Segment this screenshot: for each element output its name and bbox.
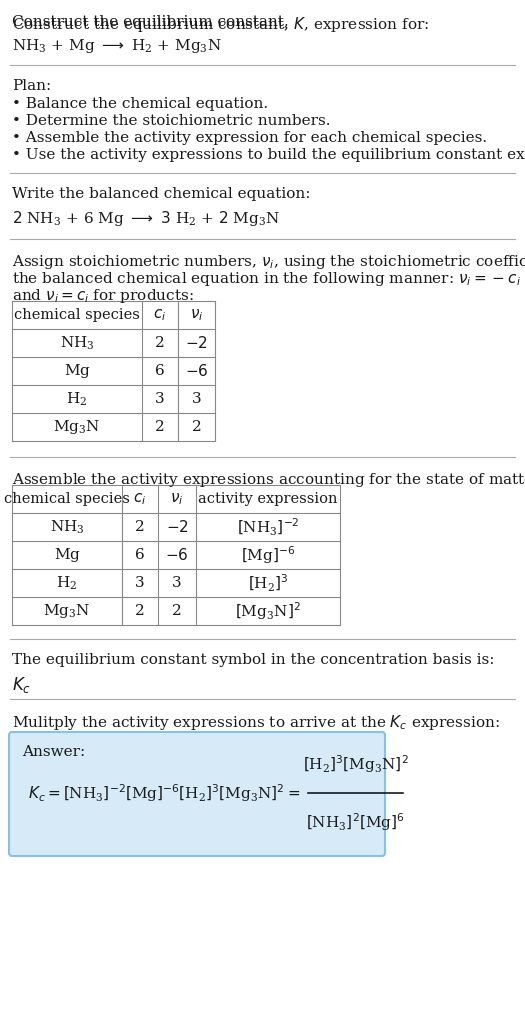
Text: $-6$: $-6$	[185, 363, 208, 379]
Text: $c_i$: $c_i$	[153, 307, 166, 323]
Text: 2: 2	[172, 604, 182, 618]
Text: Assemble the activity expressions accounting for the state of matter and $\nu_i$: Assemble the activity expressions accoun…	[12, 471, 525, 489]
Text: $[\mathregular{Mg_3N}]^{2}$: $[\mathregular{Mg_3N}]^{2}$	[235, 600, 301, 622]
Text: The equilibrium constant symbol in the concentration basis is:: The equilibrium constant symbol in the c…	[12, 653, 495, 667]
Text: $\mathregular{NH_3}$: $\mathregular{NH_3}$	[50, 518, 85, 535]
Text: $\mathregular{Mg}$: $\mathregular{Mg}$	[64, 362, 90, 380]
Text: chemical species: chemical species	[14, 308, 140, 322]
Text: $[\mathregular{H_2}]^{3}$: $[\mathregular{H_2}]^{3}$	[248, 573, 288, 593]
Text: $\nu_i$: $\nu_i$	[190, 307, 203, 323]
Text: 3: 3	[155, 392, 165, 406]
Text: $[\mathregular{H_2}]^3[\mathregular{Mg_3N}]^2$: $[\mathregular{H_2}]^3[\mathregular{Mg_3…	[302, 753, 408, 775]
Text: • Balance the chemical equation.: • Balance the chemical equation.	[12, 97, 268, 111]
Text: $\mathregular{NH_3}$ + Mg $\longrightarrow$ $\mathregular{H_2}$ + $\mathregular{: $\mathregular{NH_3}$ + Mg $\longrightarr…	[12, 37, 222, 55]
Text: Answer:: Answer:	[22, 745, 85, 759]
Text: $-6$: $-6$	[165, 547, 189, 563]
Text: $[\mathregular{NH_3}]^{-2}$: $[\mathregular{NH_3}]^{-2}$	[237, 517, 299, 537]
Text: 2: 2	[135, 604, 145, 618]
Text: 3: 3	[135, 576, 145, 590]
Text: $\mathregular{H_2}$: $\mathregular{H_2}$	[56, 575, 78, 592]
Text: $K_c$: $K_c$	[12, 675, 31, 695]
Text: • Use the activity expressions to build the equilibrium constant expression.: • Use the activity expressions to build …	[12, 148, 525, 162]
Text: $\mathregular{Mg_3N}$: $\mathregular{Mg_3N}$	[44, 602, 91, 620]
Text: $\nu_i$: $\nu_i$	[170, 491, 184, 507]
Text: Write the balanced chemical equation:: Write the balanced chemical equation:	[12, 187, 310, 201]
Text: chemical species: chemical species	[4, 492, 130, 506]
Text: $\mathregular{H_2}$: $\mathregular{H_2}$	[66, 390, 88, 408]
Text: activity expression: activity expression	[198, 492, 338, 506]
Text: Mulitply the activity expressions to arrive at the $K_c$ expression:: Mulitply the activity expressions to arr…	[12, 713, 500, 732]
Text: $c_i$: $c_i$	[133, 491, 146, 507]
Text: $[\mathregular{Mg}]^{-6}$: $[\mathregular{Mg}]^{-6}$	[241, 544, 295, 566]
Text: $-2$: $-2$	[165, 519, 188, 535]
Text: 3: 3	[172, 576, 182, 590]
Text: $\mathregular{Mg}$: $\mathregular{Mg}$	[54, 546, 80, 564]
Text: 2: 2	[135, 520, 145, 534]
Text: $\mathregular{NH_3}$: $\mathregular{NH_3}$	[60, 334, 94, 351]
Text: 2: 2	[192, 420, 202, 434]
Text: $[\mathregular{NH_3}]^2[\mathregular{Mg}]^6$: $[\mathregular{NH_3}]^2[\mathregular{Mg}…	[306, 811, 405, 832]
Text: 2: 2	[155, 420, 165, 434]
Text: $K_c = [\mathregular{NH_3}]^{-2}[\mathregular{Mg}]^{-6}[\mathregular{H_2}]^{3}[\: $K_c = [\mathregular{NH_3}]^{-2}[\mathre…	[28, 782, 300, 804]
Text: $-2$: $-2$	[185, 335, 208, 351]
Text: 3: 3	[192, 392, 201, 406]
Text: Assign stoichiometric numbers, $\nu_i$, using the stoichiometric coefficients, $: Assign stoichiometric numbers, $\nu_i$, …	[12, 252, 525, 271]
Text: Plan:: Plan:	[12, 79, 51, 93]
Text: 6: 6	[135, 548, 145, 562]
FancyBboxPatch shape	[9, 732, 385, 856]
Text: 6: 6	[155, 364, 165, 378]
Text: • Assemble the activity expression for each chemical species.: • Assemble the activity expression for e…	[12, 131, 487, 145]
Text: Construct the equilibrium constant,: Construct the equilibrium constant,	[12, 15, 293, 29]
Text: Construct the equilibrium constant, $K$, expression for:: Construct the equilibrium constant, $K$,…	[12, 15, 429, 34]
Text: • Determine the stoichiometric numbers.: • Determine the stoichiometric numbers.	[12, 114, 331, 128]
Text: the balanced chemical equation in the following manner: $\nu_i = -c_i$ for react: the balanced chemical equation in the fo…	[12, 270, 525, 288]
Text: 2: 2	[155, 336, 165, 350]
Text: $2\ \mathregular{NH_3}$ + 6 Mg $\longrightarrow$ $3\ \mathregular{H_2}$ + $2\ \m: $2\ \mathregular{NH_3}$ + 6 Mg $\longrig…	[12, 209, 280, 228]
Text: $\mathregular{Mg_3N}$: $\mathregular{Mg_3N}$	[54, 418, 101, 436]
Text: and $\nu_i = c_i$ for products:: and $\nu_i = c_i$ for products:	[12, 287, 194, 305]
